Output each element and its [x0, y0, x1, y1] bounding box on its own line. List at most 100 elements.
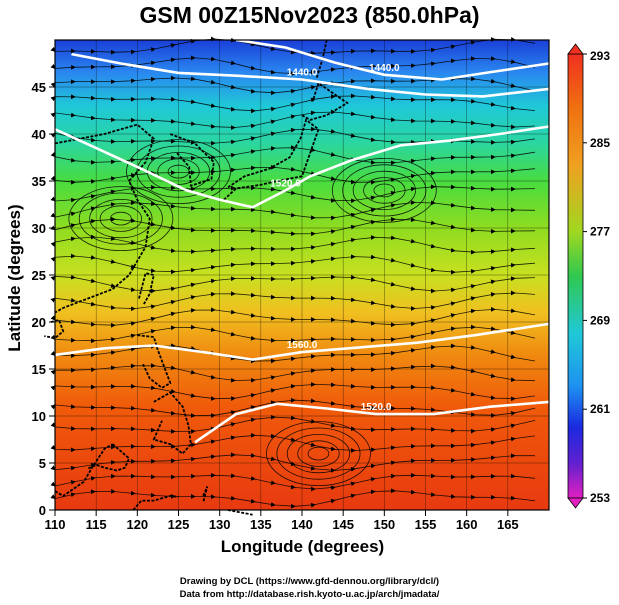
vortex-ring	[146, 152, 211, 192]
streamline	[50, 290, 536, 312]
x-tick-label: 145	[332, 517, 354, 532]
vortex-ring	[352, 170, 416, 210]
vortex-ring	[266, 421, 371, 487]
y-tick-label: 35	[32, 174, 46, 189]
y-tick-label: 45	[32, 80, 46, 95]
streamline	[50, 126, 536, 146]
coastline	[54, 443, 114, 497]
vortex-ring	[136, 145, 221, 198]
colorbar-tick-label: 253	[590, 491, 610, 505]
streamline	[50, 164, 536, 185]
x-tick-label: 165	[497, 517, 519, 532]
vortex-ring	[167, 164, 190, 179]
height-contour	[54, 322, 550, 361]
streamline	[50, 216, 536, 237]
colorbar-tick-label: 293	[590, 49, 610, 63]
streamline	[50, 75, 536, 96]
colorbar	[567, 53, 584, 499]
streamline	[50, 55, 536, 77]
streamlines	[50, 36, 536, 509]
streamline	[50, 382, 536, 402]
coastline	[87, 443, 131, 472]
vortex-ring	[126, 139, 231, 205]
map-frame	[54, 39, 550, 511]
y-tick-label: 30	[32, 221, 46, 236]
colorbar-top-arrow	[567, 43, 584, 55]
y-tick-label: 15	[32, 362, 46, 377]
streamline	[50, 343, 536, 364]
coastline	[137, 334, 172, 389]
vortex-ring	[342, 164, 427, 217]
colorbar-tick-label: 285	[590, 136, 610, 150]
y-tick-label: 20	[32, 315, 46, 330]
coastline	[54, 123, 155, 314]
y-tick-label: 10	[32, 409, 46, 424]
vortex-ring	[307, 446, 330, 461]
streamline	[50, 472, 536, 492]
streamline	[50, 200, 536, 221]
vortex-ring	[297, 440, 340, 467]
coastline	[202, 486, 209, 503]
colorbar-tick-label: 261	[590, 402, 610, 416]
y-tick-label: 5	[39, 456, 46, 471]
x-tick-label: 125	[168, 517, 190, 532]
contour-label: 1440.0	[287, 67, 318, 78]
x-tick-label: 135	[250, 517, 272, 532]
height-contour	[235, 38, 550, 81]
vortex-ring	[157, 158, 200, 185]
streamline	[50, 306, 536, 328]
coastlines	[44, 39, 349, 516]
y-tick-label: 0	[39, 503, 46, 518]
vortex-ring	[373, 183, 396, 198]
temperature-field	[55, 40, 549, 510]
coastline	[301, 81, 349, 121]
streamline	[50, 234, 536, 255]
y-tick-label: 25	[32, 268, 46, 283]
streamline	[50, 363, 536, 383]
streamline	[50, 414, 536, 434]
streamline	[50, 452, 536, 473]
coastline	[223, 118, 320, 201]
x-tick-label: 140	[291, 517, 313, 532]
contour-label: 1440.0	[369, 63, 400, 74]
height-contour	[54, 125, 550, 209]
vortex-ring	[363, 177, 406, 204]
vortex-ring	[110, 211, 132, 226]
coastline	[152, 391, 192, 455]
streamline	[50, 274, 536, 294]
vortex-ring	[89, 199, 153, 239]
streamline	[50, 253, 536, 275]
height-contour	[71, 52, 550, 98]
vortex-ring	[78, 192, 163, 245]
vortex-ring	[286, 433, 351, 474]
x-tick-label: 115	[86, 517, 107, 532]
colorbar-bottom-arrow	[567, 497, 584, 509]
streamline	[50, 397, 536, 418]
contour-label: 1520.0	[270, 178, 301, 189]
coastline	[227, 509, 253, 516]
map-title: GSM 00Z15Nov2023 (850.0hPa)	[139, 2, 480, 28]
colorbar-tick-label: 277	[590, 225, 610, 239]
vortex-ring	[331, 157, 437, 223]
streamline	[50, 432, 536, 453]
coastline	[138, 272, 155, 305]
streamline	[50, 93, 536, 114]
coastline	[132, 494, 179, 511]
height-contour	[194, 400, 550, 444]
x-tick-label: 110	[45, 517, 66, 532]
colorbar-tick-label: 269	[590, 313, 610, 327]
credit-data: Data from http://database.rish.kyoto-u.a…	[179, 589, 440, 600]
coastline	[169, 133, 215, 187]
streamline	[50, 109, 536, 131]
credit-drawing: Drawing by DCL (https://www.gfd-dennou.o…	[179, 576, 440, 587]
x-axis-label: Longitude (degrees)	[220, 537, 385, 556]
coastline	[44, 319, 65, 339]
streamline	[50, 324, 536, 344]
vortex-ring	[276, 427, 361, 480]
x-tick-label: 120	[126, 517, 148, 532]
y-tick-label: 40	[32, 127, 46, 142]
streamline	[50, 488, 536, 509]
contour-label: 1520.0	[361, 402, 392, 413]
coastline	[315, 39, 328, 78]
